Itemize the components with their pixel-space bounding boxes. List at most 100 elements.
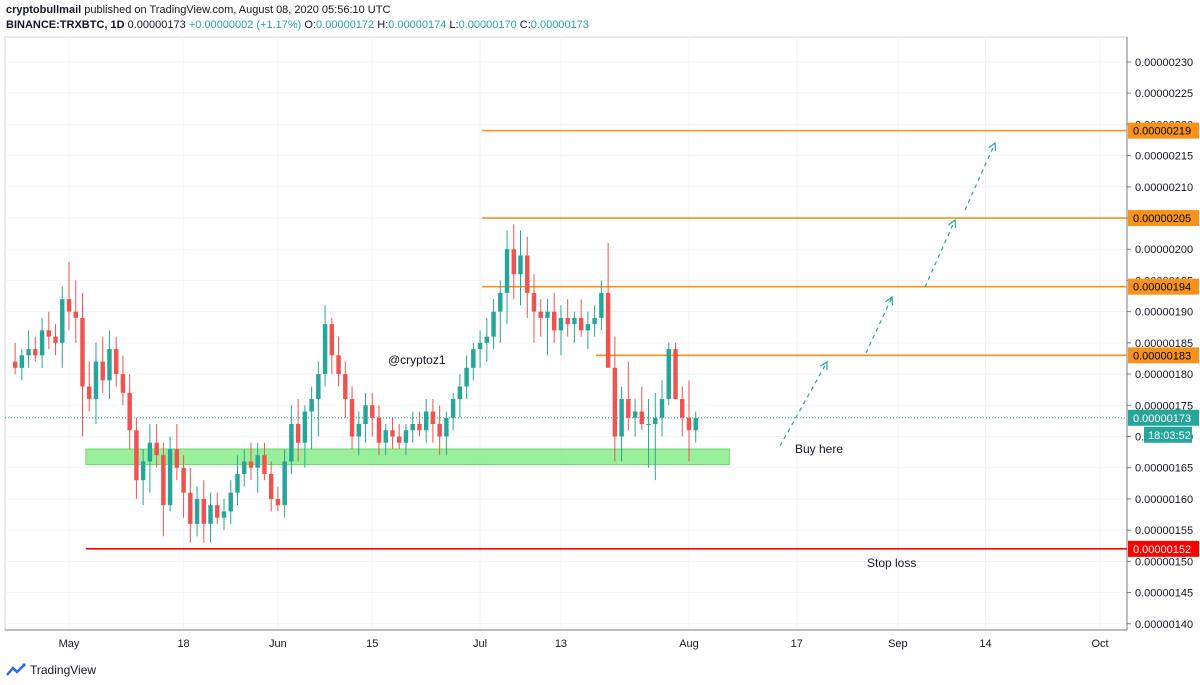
symbol-label: BINANCE:TRXBTC, 1D (6, 19, 125, 31)
candle (349, 386, 355, 449)
candle-body (565, 317, 570, 325)
candle (444, 411, 449, 456)
x-tick-label: Sep (888, 638, 908, 650)
candle (551, 292, 557, 343)
candle (33, 336, 38, 362)
candle (39, 317, 45, 368)
candle (87, 361, 92, 412)
y-tick-label: 0.00000165 (1135, 463, 1193, 475)
candle (572, 311, 577, 343)
candle-body (221, 511, 227, 518)
candle-body (396, 436, 402, 443)
candle-body (666, 349, 671, 400)
candle-body (471, 349, 476, 368)
candle-body (370, 405, 375, 418)
candle (484, 317, 490, 362)
candle-body (605, 292, 611, 368)
candle (531, 274, 537, 343)
candle (282, 448, 287, 518)
candle (107, 330, 112, 400)
high-label: H: (377, 19, 389, 31)
candle (46, 311, 52, 350)
projection-arrow (779, 361, 828, 447)
candle (538, 299, 543, 337)
y-tick-label: 0.00000190 (1135, 307, 1193, 319)
candle (403, 424, 409, 456)
candle (188, 467, 193, 543)
projection-arrowhead (988, 141, 997, 152)
candle (390, 417, 395, 449)
candle-body (100, 361, 105, 381)
candle (565, 299, 570, 337)
candle (612, 336, 618, 462)
x-tick-label: 15 (366, 638, 378, 650)
low-value: 0.00000170 (458, 19, 517, 31)
candle (356, 411, 362, 456)
candle-body (174, 448, 180, 468)
candle-body (134, 430, 139, 481)
candle-body (612, 367, 618, 437)
y-tick-label: 0.00000155 (1135, 525, 1193, 537)
candle-body (356, 424, 362, 437)
candle (329, 317, 335, 375)
candle (673, 342, 678, 400)
x-tick-label: May (59, 638, 80, 650)
candle (242, 448, 247, 487)
candle (578, 299, 584, 337)
candle-body (120, 374, 126, 393)
candle-body (632, 411, 638, 418)
current-price-badge (1128, 409, 1199, 426)
current-price-badge-label: 0.00000173 (1133, 413, 1191, 425)
candle (646, 399, 651, 468)
y-tick-label: 0.00000210 (1135, 182, 1193, 194)
candle (167, 436, 173, 512)
candle (605, 242, 611, 368)
x-tick-label: 14 (979, 638, 991, 650)
candle-body (349, 399, 355, 437)
y-tick-label: 0.00000230 (1135, 57, 1193, 69)
tradingview-brand[interactable]: TradingView (30, 663, 97, 677)
candle-body (390, 430, 395, 437)
candle (255, 442, 260, 493)
candle (525, 236, 530, 318)
candle-body (201, 498, 207, 524)
candle (632, 399, 638, 437)
candle-body (646, 424, 651, 426)
y-tick-label: 0.00000185 (1135, 338, 1193, 350)
x-tick-label: 17 (791, 638, 803, 650)
candle (275, 486, 281, 512)
candle (511, 224, 516, 300)
candle (248, 442, 254, 481)
candle (437, 405, 442, 456)
x-tick-label: 13 (555, 638, 567, 650)
author-name[interactable]: cryptobullmail (6, 4, 82, 16)
candle-body (268, 473, 274, 499)
candle-body (309, 399, 314, 412)
projection-arrowhead (819, 360, 828, 371)
candle-body (235, 473, 240, 493)
tradingview-logo-icon[interactable] (6, 663, 26, 677)
candle (498, 280, 503, 343)
candle (464, 355, 469, 400)
candle-body (403, 430, 409, 443)
candle-body (686, 417, 692, 431)
candle (592, 305, 597, 337)
candle-body (363, 405, 368, 425)
candle (268, 461, 274, 512)
candle-body (181, 467, 186, 493)
countdown-badge (1144, 426, 1192, 443)
candle (309, 386, 314, 449)
candle (19, 349, 25, 381)
candle-body (262, 455, 267, 474)
candle-body (93, 361, 99, 400)
candle-body (248, 461, 254, 468)
candle (336, 336, 341, 387)
candle (417, 411, 422, 437)
y-tick-label: 0.00000150 (1135, 556, 1193, 568)
level-badge-label: 0.00000194 (1133, 282, 1191, 294)
candle-body (531, 292, 537, 312)
candle-body (39, 330, 45, 356)
candle-body (410, 424, 415, 431)
x-tick-label: Jun (269, 638, 287, 650)
